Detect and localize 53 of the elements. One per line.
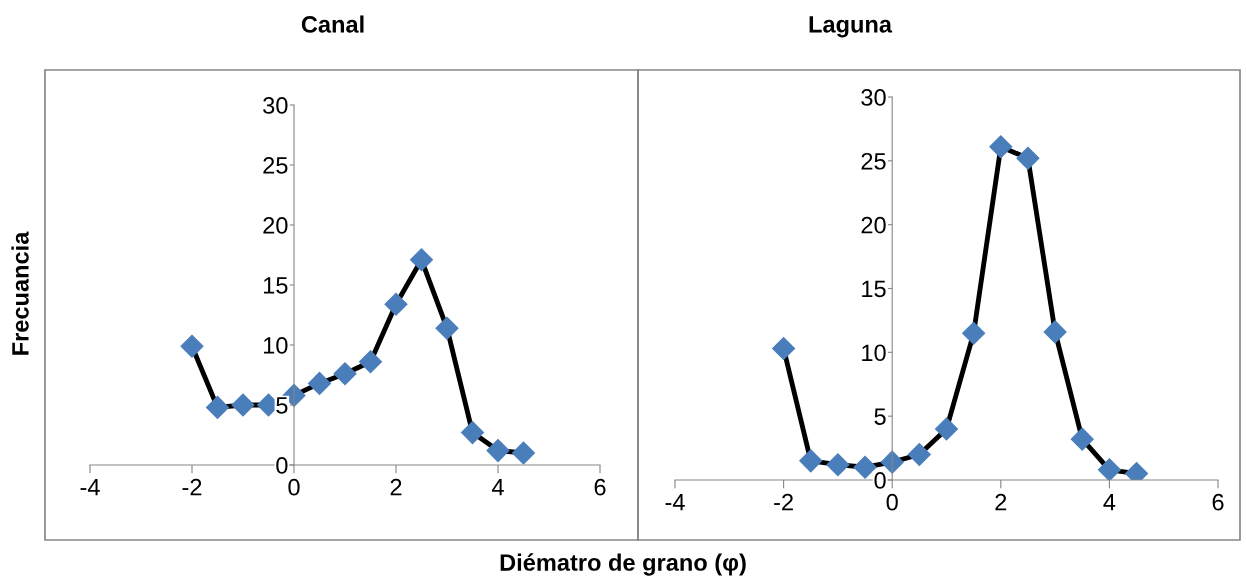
x-tick-label: 0: [288, 478, 300, 496]
point: [308, 371, 331, 395]
point: [512, 441, 535, 465]
point: [989, 135, 1013, 159]
x-tick-label: 6: [1212, 493, 1224, 511]
point: [333, 362, 357, 386]
y-tick-label: 5: [276, 397, 288, 414]
x-axis-title: Diématro de grano (φ): [500, 553, 746, 576]
point: [907, 442, 931, 466]
x-tick-label: -4: [665, 494, 685, 511]
point: [435, 316, 459, 340]
point: [1070, 427, 1094, 451]
y-tick-label: 0: [276, 457, 288, 474]
x-tick-label: -2: [774, 493, 793, 511]
point: [180, 334, 204, 358]
x-tick-label: 2: [995, 493, 1007, 511]
point: [880, 450, 904, 474]
point: [410, 248, 433, 272]
y-tick-label: 25: [861, 152, 886, 170]
point: [486, 439, 510, 463]
y-tick-label: 10: [263, 337, 288, 354]
x-tick-label: 2: [390, 478, 402, 496]
point: [772, 337, 796, 361]
y-axis-title: Frecuancia: [11, 231, 29, 355]
point: [799, 449, 823, 473]
point: [461, 421, 484, 445]
y-tick-label: 30: [861, 89, 886, 106]
point: [935, 417, 958, 441]
y-tick-label: 10: [862, 344, 886, 362]
y-tick-label: 25: [263, 157, 288, 174]
point: [1043, 320, 1067, 344]
point: [359, 350, 382, 374]
chart-title: Canal: [301, 15, 364, 33]
y-tick-label: 5: [874, 408, 886, 425]
x-tick-label: 4: [491, 479, 504, 496]
y-tick-label: 20: [861, 216, 886, 234]
x-tick-label: 6: [594, 478, 606, 496]
x-tick-label: 4: [1103, 494, 1116, 511]
point: [1016, 146, 1040, 170]
x-tick-label: -2: [182, 478, 202, 496]
point: [206, 395, 229, 419]
point: [962, 321, 986, 345]
y-tick-label: 15: [263, 277, 288, 294]
y-tick-label: 15: [862, 280, 886, 298]
point: [231, 393, 255, 417]
point: [384, 292, 408, 316]
y-tick-label: 30: [263, 97, 288, 114]
y-tick-label: 20: [263, 217, 288, 234]
chart-title: Laguna: [809, 16, 893, 38]
x-tick-label: -4: [80, 479, 100, 496]
point: [1097, 458, 1121, 480]
x-tick-label: 0: [886, 493, 898, 511]
point: [826, 453, 850, 477]
